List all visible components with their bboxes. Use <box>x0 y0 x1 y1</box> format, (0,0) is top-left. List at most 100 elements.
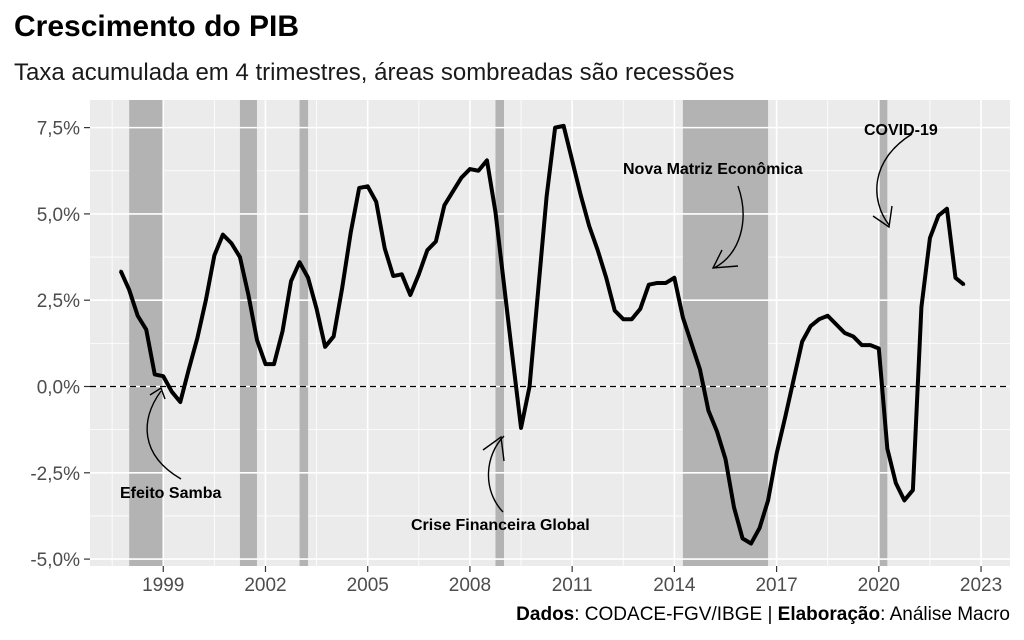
data-point <box>758 526 761 530</box>
data-point <box>698 368 702 371</box>
data-point <box>213 254 216 257</box>
data-point <box>281 330 284 333</box>
data-point <box>238 255 242 259</box>
data-point <box>502 283 506 286</box>
data-point <box>443 204 446 207</box>
data-point <box>204 299 208 302</box>
data-point <box>639 307 642 311</box>
data-point <box>673 276 676 279</box>
data-point <box>179 400 182 404</box>
arrow-crise-financeira <box>487 435 505 513</box>
data-point <box>800 340 804 343</box>
data-point <box>409 293 412 297</box>
data-point <box>792 378 795 381</box>
data-point <box>298 261 301 264</box>
x-tick-label: 2017 <box>755 575 797 596</box>
y-axis: 7,5% 5,0% 2,5% 0,0% -2,5% -5,0% <box>30 119 90 571</box>
data-point <box>605 276 608 279</box>
caption-elaboration-label: Elaboração <box>778 604 880 625</box>
data-point <box>749 542 753 545</box>
data-point <box>681 316 685 319</box>
data-point <box>536 290 540 293</box>
data-point <box>656 281 659 285</box>
data-point <box>383 247 386 250</box>
data-point <box>954 276 957 279</box>
data-point <box>732 506 736 509</box>
data-point <box>766 499 770 502</box>
data-point <box>809 324 812 328</box>
data-point <box>340 286 344 290</box>
x-tick-label: 2008 <box>449 575 491 596</box>
data-point <box>315 307 318 311</box>
data-point <box>477 169 480 172</box>
caption-data-label: Dados <box>516 604 574 625</box>
data-point <box>903 499 906 502</box>
data-point <box>826 314 829 317</box>
data-point <box>247 293 250 297</box>
y-tick-label: 7,5% <box>37 119 80 140</box>
data-point <box>852 335 855 338</box>
data-point <box>289 280 293 283</box>
data-point <box>392 274 395 278</box>
data-point <box>843 331 846 335</box>
x-tick-label: 2023 <box>960 575 1002 596</box>
y-tick-label: 2,5% <box>37 291 80 312</box>
data-point <box>937 214 940 217</box>
caption-data-source: : CODACE-FGV/IBGE | <box>574 604 777 625</box>
data-point <box>707 409 710 412</box>
data-point <box>715 430 719 433</box>
data-point <box>357 186 361 190</box>
chart-caption: Dados: CODACE-FGV/IBGE | Elaboração: Aná… <box>516 604 1010 625</box>
data-point <box>153 373 156 376</box>
data-point <box>136 314 139 317</box>
data-point <box>962 283 966 286</box>
data-point <box>417 273 421 276</box>
y-tick-label: -2,5% <box>30 464 80 485</box>
data-point <box>553 126 557 129</box>
recession-band <box>878 100 888 566</box>
data-point <box>323 345 327 349</box>
data-point <box>928 236 932 240</box>
data-point <box>400 273 403 276</box>
data-point <box>255 338 259 342</box>
annotation-crise-financeira: Crise Financeira Global <box>411 517 590 534</box>
data-point <box>835 323 838 326</box>
annotation-nova-matriz: Nova Matriz Econômica <box>623 161 803 178</box>
recession-band <box>682 100 769 566</box>
caption-elaboration-value: : Análise Macro <box>880 604 1010 625</box>
data-point <box>630 317 633 321</box>
data-point <box>775 452 778 456</box>
data-point <box>613 309 616 312</box>
data-point <box>741 537 744 540</box>
data-point <box>127 288 131 292</box>
annotation-arrows <box>146 133 913 513</box>
data-point <box>519 426 523 430</box>
data-point <box>570 159 574 162</box>
data-point <box>622 317 625 321</box>
data-point <box>451 190 455 193</box>
x-tick-label: 2002 <box>244 575 286 596</box>
x-tick-label: 1999 <box>142 575 184 596</box>
data-point <box>877 347 881 350</box>
recession-band <box>239 100 257 566</box>
recession-band <box>495 100 504 566</box>
chart-title: Crescimento do PIB <box>14 10 299 43</box>
data-point <box>562 124 565 128</box>
data-point <box>196 336 199 340</box>
data-point <box>817 317 821 321</box>
gdp-growth-line <box>118 123 966 546</box>
arrow-nova-matriz <box>713 185 744 269</box>
data-point <box>945 207 949 210</box>
data-point <box>869 343 872 347</box>
data-point <box>187 368 191 371</box>
arrow-efeito-samba <box>146 390 182 480</box>
data-point <box>434 240 438 243</box>
annotation-covid: COVID-19 <box>864 122 938 139</box>
x-tick-label: 2014 <box>653 575 696 596</box>
data-point <box>920 305 923 309</box>
data-point <box>860 343 863 347</box>
x-tick-label: 2005 <box>347 575 389 596</box>
data-point <box>468 167 472 171</box>
x-tick-label: 2011 <box>552 575 593 596</box>
